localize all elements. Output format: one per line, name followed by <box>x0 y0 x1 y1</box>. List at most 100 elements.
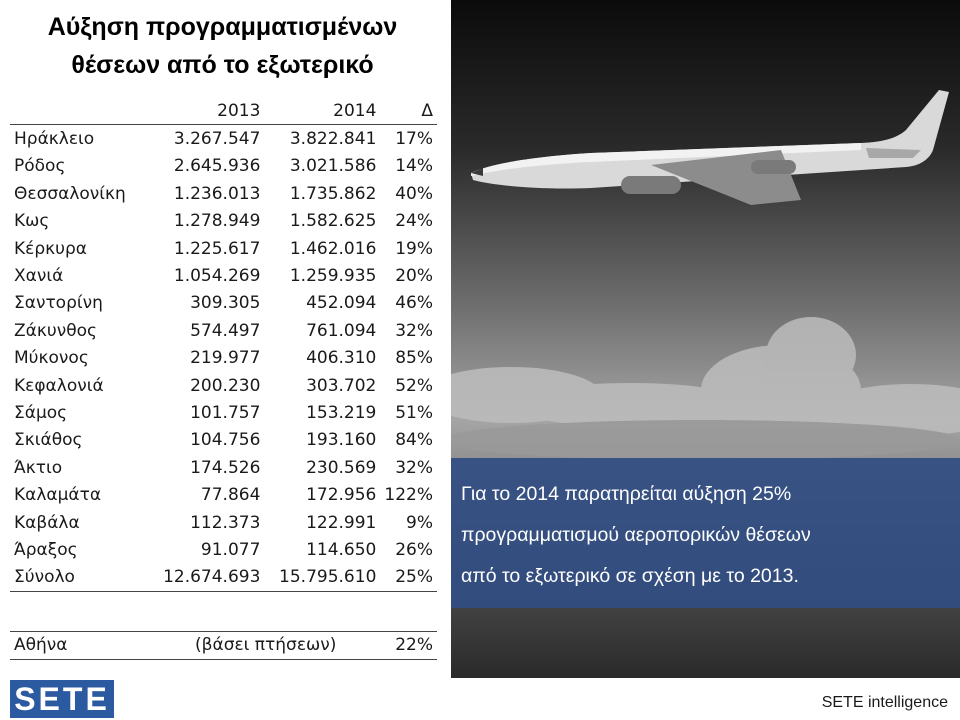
table-cell-2014: 153.219 <box>306 402 377 423</box>
table-cell-2014: 15.795.610 <box>264 563 381 593</box>
table-cell-2014: 230.569 <box>306 457 377 478</box>
table-cell-2013: 1.236.013 <box>173 183 261 204</box>
airplane-shape <box>471 90 949 205</box>
table-cell-2013: 77.864 <box>200 485 261 506</box>
table-row: Καβάλα 112.373 122.991 9% <box>10 509 437 536</box>
athens-basis: (βάσει πτήσεων) <box>195 635 337 655</box>
table-cell-city: Χανιά <box>14 266 64 287</box>
table-cell-city: Άραξος <box>14 539 78 560</box>
table-header-delta: Δ <box>380 97 437 126</box>
table-cell-delta: 26% <box>395 539 433 560</box>
table-cell-city: Σύνολο <box>10 563 154 593</box>
caption-line-1: Για το 2014 παρατηρείται αύξηση 25% <box>461 483 792 505</box>
table-cell-delta: 25% <box>380 563 437 593</box>
footer-brand: SETE intelligence <box>821 694 948 711</box>
table-cell-2013: 200.230 <box>190 375 261 396</box>
athens-change: 22% <box>395 635 433 655</box>
table-cell-delta: 85% <box>395 348 433 369</box>
table-body: Ηράκλειο 3.267.547 3.822.841 17% Ρόδος 2.645.… <box>10 125 437 564</box>
table-cell-delta: 32% <box>395 320 433 341</box>
table-cell-delta: 24% <box>395 211 433 232</box>
athens-name: Αθήνα <box>14 635 68 655</box>
table-cell-2014: 1.462.016 <box>289 238 377 259</box>
table-cell-2014: 452.094 <box>306 293 377 314</box>
table-cell-2013: 91.077 <box>200 539 261 560</box>
table-cell-2013: 1.054.269 <box>173 266 261 287</box>
table-cell-delta: 122% <box>384 485 433 506</box>
table-cell-delta: 46% <box>395 293 433 314</box>
table-cell-2013: 174.526 <box>190 457 261 478</box>
table-cell-2013: 101.757 <box>190 402 261 423</box>
table-cell-2014: 114.650 <box>306 539 377 560</box>
table-header-city <box>10 97 154 126</box>
table-cell-city: Θεσσαλονίκη <box>14 183 126 204</box>
page-title-line-1: Αύξηση προγραμματισμένων <box>47 13 398 41</box>
table-cell-2014: 1.582.625 <box>289 211 377 232</box>
table-cell-2013: 219.977 <box>190 348 261 369</box>
table-cell-delta: 32% <box>395 457 433 478</box>
table-cell-city: Κέρκυρα <box>14 238 87 259</box>
table-cell-city: Κως <box>14 211 50 232</box>
table-cell-2013: 112.373 <box>190 512 261 533</box>
table-cell-city: Σκιάθος <box>14 430 83 451</box>
table-cell-delta: 14% <box>395 156 433 177</box>
table-cell-city: Άκτιο <box>14 457 63 478</box>
table-row: Σαντορίνη 309.305 452.094 46% <box>10 290 437 317</box>
table-cell-2014: 3.822.841 <box>289 129 377 150</box>
caption-box: Για το 2014 παρατηρείται αύξηση 25% προγ… <box>451 458 960 608</box>
table-cell-2014: 761.094 <box>306 320 377 341</box>
table-row: Κεφαλονιά 200.230 303.702 52% <box>10 372 437 399</box>
table-row: Σκιάθος 104.756 193.160 84% <box>10 427 437 454</box>
table-cell-2013: 2.645.936 <box>173 156 261 177</box>
table-cell-delta: 20% <box>395 266 433 287</box>
caption-line-2: προγραμματισμού αεροπορικών θέσεων <box>461 524 811 546</box>
table-total-row: Σύνολο 12.674.693 15.795.610 25% <box>10 563 437 593</box>
table-cell-2014: 193.160 <box>306 430 377 451</box>
table-cell-2013: 309.305 <box>190 293 261 314</box>
table-cell-city: Ρόδος <box>14 156 66 177</box>
table-cell-city: Σάμος <box>14 402 68 423</box>
table-row: Μύκονος 219.977 406.310 85% <box>10 345 437 372</box>
sete-logo: SETE <box>10 680 114 718</box>
cloud-shapes <box>451 317 960 460</box>
table-row: Κως 1.278.949 1.582.625 24% <box>10 208 437 235</box>
table-cell-2013: 1.225.617 <box>173 238 261 259</box>
table-cell-delta: 51% <box>395 402 433 423</box>
table-cell-2014: 303.702 <box>306 375 377 396</box>
caption-line-3: από το εξωτερικό σε σχέση με το 2013. <box>461 565 799 587</box>
table-row: Ζάκυνθος 574.497 761.094 32% <box>10 317 437 344</box>
table-cell-city: Μύκονος <box>14 348 89 369</box>
table-header-2014: 2014 <box>264 97 381 126</box>
table-row: Ηράκλειο 3.267.547 3.822.841 17% <box>10 125 437 153</box>
table-header-row: 2013 2014 Δ <box>10 97 437 126</box>
table-cell-city: Σαντορίνη <box>14 293 103 314</box>
table-row: Καλαμάτα 77.864 172.956 122% <box>10 481 437 508</box>
page-title: Αύξηση προγραμματισμένων θέσεων από το ε… <box>10 8 435 84</box>
table-header-2013: 2013 <box>153 97 265 126</box>
page-title-line-2: θέσεων από το εξωτερικό <box>71 51 374 79</box>
table-cell-delta: 19% <box>395 238 433 259</box>
table-cell-city: Ζάκυνθος <box>14 320 97 341</box>
table-cell-city: Καλαμάτα <box>14 485 102 506</box>
athens-row: Αθήνα (βάσει πτήσεων) 22% <box>10 631 437 660</box>
table-row: Χανιά 1.054.269 1.259.935 20% <box>10 262 437 289</box>
table-row: Άραξος 91.077 114.650 26% <box>10 536 437 563</box>
table-cell-2014: 3.021.586 <box>289 156 377 177</box>
table-cell-city: Κεφαλονιά <box>14 375 104 396</box>
table-cell-delta: 9% <box>406 512 433 533</box>
table-row: Σάμος 101.757 153.219 51% <box>10 399 437 426</box>
table-cell-2014: 406.310 <box>306 348 377 369</box>
table-cell-2014: 122.991 <box>306 512 377 533</box>
table-cell-delta: 52% <box>395 375 433 396</box>
table-cell-2013: 12.674.693 <box>153 563 265 593</box>
table-row: Κέρκυρα 1.225.617 1.462.016 19% <box>10 235 437 262</box>
table-cell-2014: 1.259.935 <box>289 266 377 287</box>
table-cell-2013: 574.497 <box>190 320 261 341</box>
table-row: Άκτιο 174.526 230.569 32% <box>10 454 437 481</box>
table-cell-city: Καβάλα <box>14 512 80 533</box>
table-cell-city: Ηράκλειο <box>14 129 95 150</box>
seats-table: 2013 2014 Δ Ηράκλειο 3.267.547 3.822.841 17… <box>10 97 437 593</box>
table-cell-delta: 84% <box>395 430 433 451</box>
table-cell-delta: 40% <box>395 183 433 204</box>
table-row: Ρόδος 2.645.936 3.021.586 14% <box>10 153 437 180</box>
